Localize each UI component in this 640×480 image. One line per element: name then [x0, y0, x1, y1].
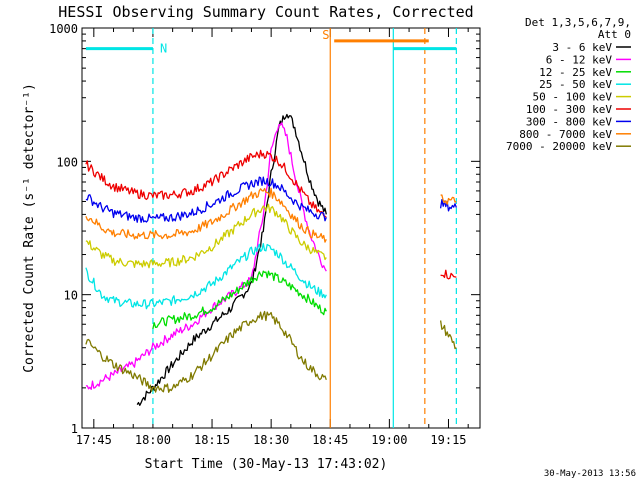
legend-label: 50 - 100 keV: [533, 91, 613, 104]
legend-label: 12 - 25 keV: [539, 66, 612, 79]
y-tick-label: 10: [64, 289, 78, 303]
series-line-800-7000kev: [85, 187, 327, 243]
y-axis-label: Corrected Count Rate (s⁻¹ detector⁻¹): [22, 83, 37, 373]
x-tick-label: 18:00: [135, 433, 171, 447]
legend-label: 7000 - 20000 keV: [506, 140, 612, 153]
legend-label: 25 - 50 keV: [539, 78, 612, 91]
footer-date: 30-May-2013 13:56: [544, 469, 636, 479]
chart-title: HESSI Observing Summary Count Rates, Cor…: [58, 3, 473, 21]
y-tick-label: 1: [71, 422, 78, 436]
x-tick-label: 18:45: [312, 433, 348, 447]
flag-bar-label: N: [160, 42, 167, 56]
x-tick-label: 17:45: [76, 433, 112, 447]
legend-header-line-2: Att 0: [598, 28, 631, 41]
series-line-3-6kev: [136, 113, 327, 406]
plot-frame: [81, 27, 481, 429]
series-line-300-800kev: [439, 199, 458, 212]
x-axis-label: Start Time (30-May-13 17:43:02): [145, 457, 388, 472]
series-line-100-300kev: [85, 149, 327, 218]
series-line-25-50kev: [85, 242, 327, 310]
y-tick-label: 100: [56, 155, 78, 169]
x-tick-label: 18:30: [253, 433, 289, 447]
y-tick-label: 1000: [49, 22, 78, 36]
series-line-12-25kev: [152, 270, 327, 330]
series-line-300-800kev: [85, 176, 327, 223]
series-line-100-300kev: [440, 269, 457, 280]
legend-label: 100 - 300 keV: [526, 103, 612, 116]
x-tick-label: 19:15: [430, 433, 466, 447]
legend-header-line-1: Det 1,3,5,6,7,9,: [525, 16, 631, 29]
series-line-7000-20000kev: [85, 310, 327, 393]
x-tick-label: 18:15: [194, 433, 230, 447]
flag-bar-label: S: [322, 28, 329, 42]
legend-label: 800 - 7000 keV: [519, 128, 612, 141]
x-tick-label: 19:00: [371, 433, 407, 447]
series-line-800-7000kev: [440, 194, 457, 205]
legend-label: 3 - 6 keV: [552, 41, 612, 54]
series-line-7000-20000kev: [439, 320, 457, 350]
legend-label: 6 - 12 keV: [546, 53, 613, 66]
series-line-50-100kev: [85, 203, 327, 269]
legend-label: 300 - 800 keV: [526, 115, 612, 128]
series-line-6-12kev: [85, 122, 327, 390]
